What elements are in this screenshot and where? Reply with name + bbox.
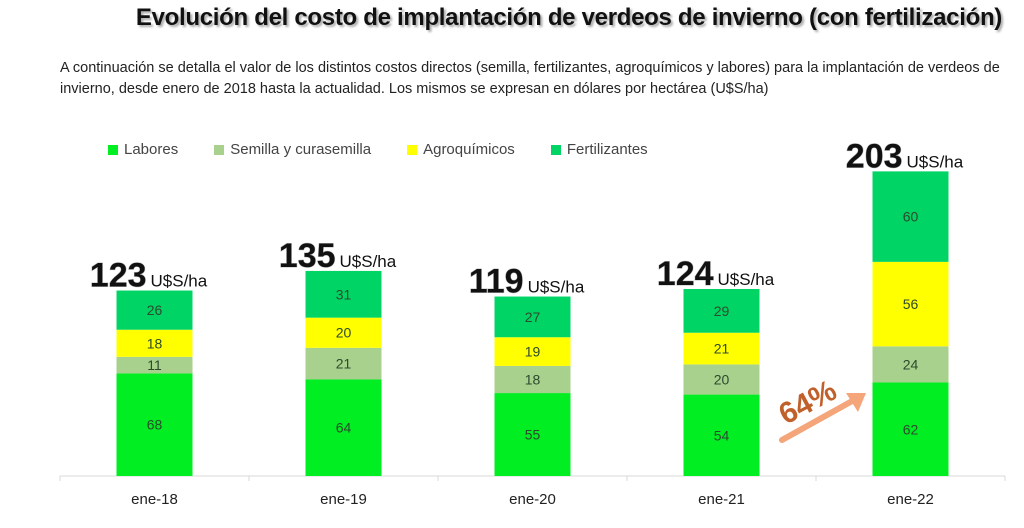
legend-swatch: [108, 144, 118, 155]
bar-segment-semilla-y-curasemilla: [305, 347, 382, 380]
legend-label: Labores: [124, 141, 179, 158]
data-label: 55: [525, 427, 541, 443]
bar-segment-labores: [872, 382, 949, 476]
total-unit: U$S/ha: [528, 278, 585, 297]
data-label: 18: [147, 335, 163, 351]
total-label: 124 U$S/ha: [657, 255, 775, 293]
data-label: 19: [525, 344, 541, 360]
legend: Labores Semilla y curasemilla Agroquímicos…: [108, 141, 648, 158]
total-value: 203: [846, 137, 903, 175]
arrow-icon: [779, 397, 857, 443]
arrowhead-icon: [846, 393, 866, 412]
legend-label: Fertilizantes: [566, 141, 648, 158]
total-unit: U$S/ha: [718, 270, 775, 289]
legend-item-labores: Labores: [108, 141, 178, 158]
data-label: 11: [147, 357, 162, 373]
bar-segment-agroqu-micos: [683, 332, 760, 365]
data-label: 56: [903, 296, 919, 312]
total-label: 135 U$S/ha: [279, 237, 397, 275]
total-label: 203 U$S/ha: [846, 137, 964, 175]
chart-title: Evolución del costo de implantación de v…: [135, 4, 1002, 31]
data-label: 31: [336, 286, 352, 302]
bar-segment-fertilizantes: [683, 289, 760, 333]
data-label: 68: [147, 417, 163, 433]
bar-segment-semilla-y-curasemilla: [872, 346, 949, 383]
bar-segment-semilla-y-curasemilla: [683, 364, 760, 395]
bar-segment-labores: [494, 393, 571, 476]
legend-label: Agroquímicos: [423, 141, 515, 158]
bar-segment-labores: [116, 373, 193, 476]
bar-segment-semilla-y-curasemilla: [116, 356, 193, 374]
bar-segment-agroqu-micos: [116, 329, 193, 357]
legend-swatch: [550, 144, 561, 155]
total-value: 124: [657, 255, 714, 293]
data-label: 26: [147, 302, 163, 318]
chart-description: A continuación se detalla el valor de lo…: [60, 60, 1000, 97]
bar-segment-semilla-y-curasemilla: [494, 365, 571, 394]
bar-segment-agroqu-micos: [494, 337, 571, 366]
total-unit: U$S/ha: [151, 272, 208, 291]
bar-segment-labores: [683, 394, 760, 476]
data-label: 21: [714, 341, 730, 357]
x-tick-label: ene-20: [509, 491, 556, 508]
total-label: 123 U$S/ha: [90, 257, 208, 295]
data-label: 21: [336, 356, 352, 372]
bar-segment-fertilizantes: [494, 296, 571, 338]
total-value: 135: [279, 237, 336, 275]
legend-item-agroqu-micos: Agroquímicos: [407, 141, 515, 158]
bar-segment-fertilizantes: [872, 171, 949, 262]
data-label: 27: [525, 309, 541, 325]
bar-segment-agroqu-micos: [872, 261, 949, 347]
data-label: 62: [903, 421, 919, 437]
total-value: 119: [469, 263, 524, 301]
legend-swatch: [214, 144, 225, 155]
data-label: 64: [336, 420, 352, 436]
data-label: 20: [336, 325, 352, 341]
data-label: 54: [714, 427, 730, 443]
data-label: 18: [525, 371, 541, 387]
total-label: 119 U$S/ha: [469, 263, 585, 301]
data-label: 24: [903, 356, 919, 372]
x-tick-label: ene-21: [698, 491, 745, 508]
total-unit: U$S/ha: [340, 252, 397, 271]
bar-segment-labores: [305, 379, 382, 476]
bar-segment-fertilizantes: [305, 270, 382, 318]
legend-item-semilla-y-curasemilla: Semilla y curasemilla: [214, 141, 371, 158]
legend-label: Semilla y curasemilla: [230, 141, 372, 158]
legend-item-fertilizantes: Fertilizantes: [550, 141, 648, 158]
x-tick-label: ene-22: [887, 491, 934, 508]
bar-segment-agroqu-micos: [305, 317, 382, 348]
total-unit: U$S/ha: [907, 152, 964, 171]
data-label: 20: [714, 371, 730, 387]
data-label: 60: [903, 209, 919, 225]
x-tick-label: ene-19: [320, 491, 367, 508]
total-value: 123: [90, 257, 147, 295]
bar-segment-fertilizantes: [116, 290, 193, 330]
x-tick-label: ene-18: [131, 491, 178, 508]
legend-swatch: [407, 144, 418, 155]
data-label: 29: [714, 303, 730, 319]
